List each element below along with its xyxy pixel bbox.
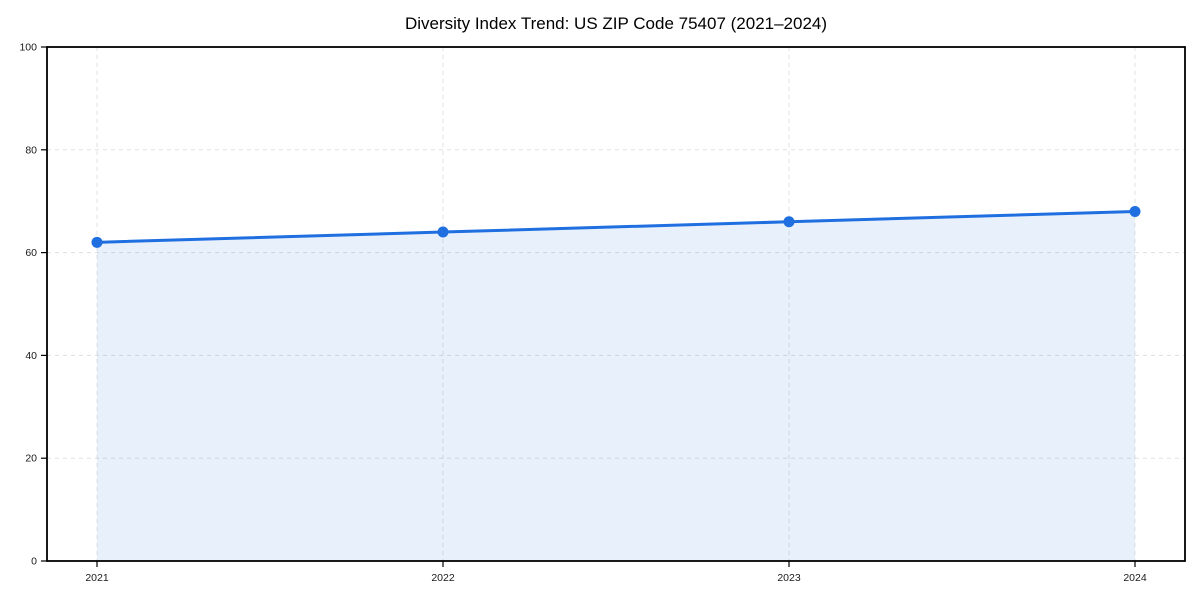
x-tick-label: 2022 — [431, 572, 455, 584]
y-tick-label: 0 — [31, 556, 37, 568]
x-tick-label: 2021 — [85, 572, 109, 584]
data-point — [437, 226, 449, 238]
data-point — [91, 236, 103, 248]
data-point — [783, 216, 795, 228]
y-tick-label: 20 — [25, 453, 37, 465]
data-point — [1129, 205, 1141, 217]
chart-title: Diversity Index Trend: US ZIP Code 75407… — [404, 14, 828, 33]
y-tick-label: 40 — [25, 350, 37, 362]
x-tick-label: 2024 — [1123, 572, 1147, 584]
y-tick-label: 80 — [25, 144, 37, 156]
area-fill — [97, 211, 1135, 562]
axes-frame — [46, 46, 1186, 562]
y-tick-label: 100 — [19, 42, 37, 54]
trend-line — [95, 209, 1137, 244]
x-tick-label: 2023 — [777, 572, 801, 584]
y-tick-label: 60 — [25, 247, 37, 259]
